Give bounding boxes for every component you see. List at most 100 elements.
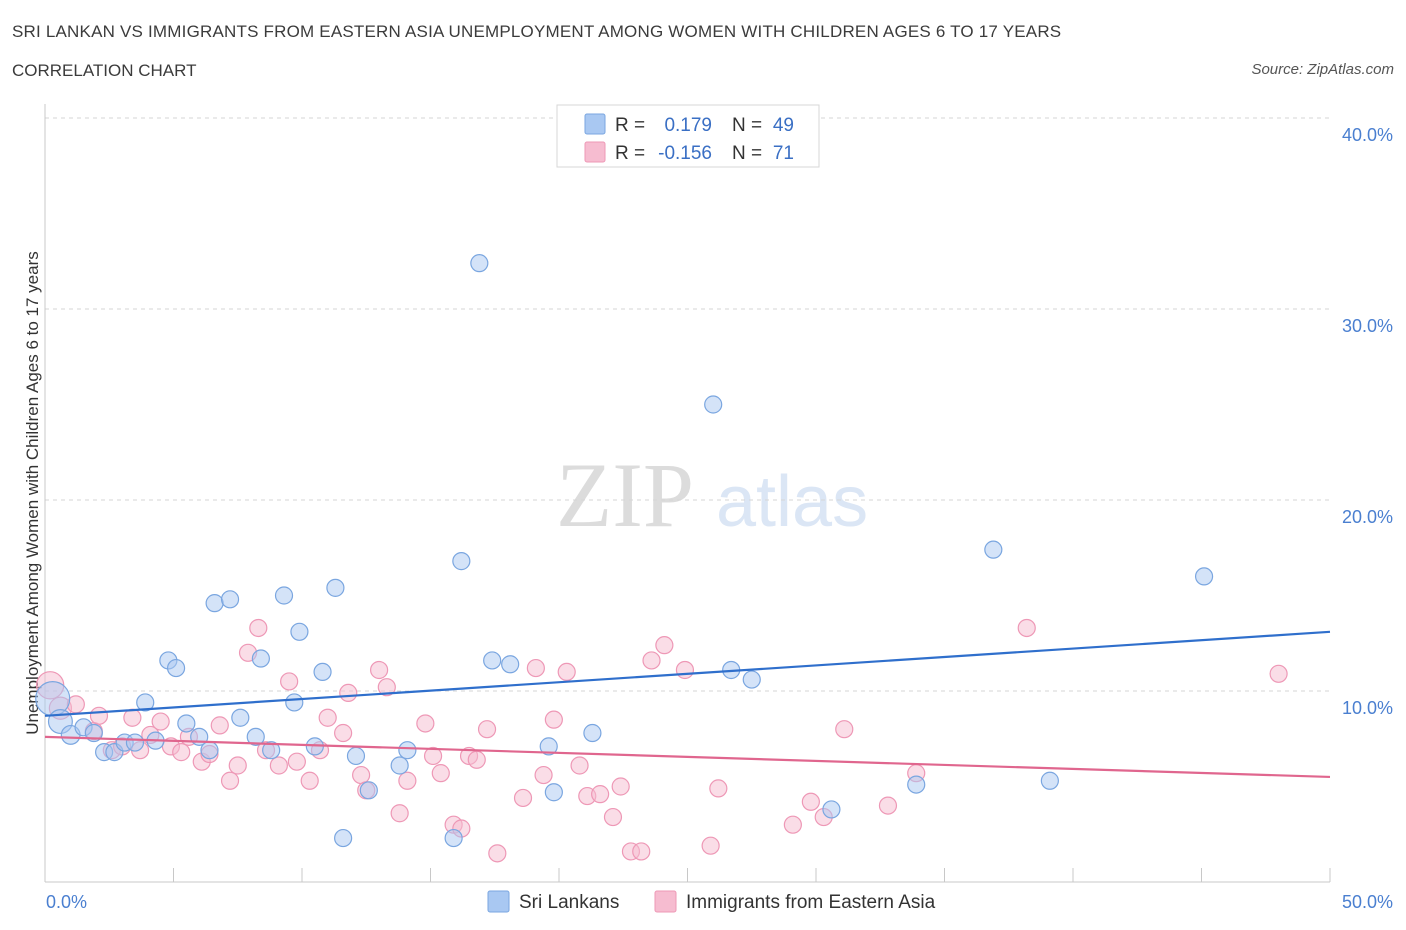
sri-lankans-point <box>984 540 1003 559</box>
eastern-asia-point <box>151 712 170 731</box>
trend-lines <box>44 630 1331 779</box>
legend-n-label: N = <box>732 143 762 164</box>
y-tick-label: 40.0% <box>1342 125 1393 145</box>
sri-lankans-point <box>483 651 502 670</box>
eastern-asia-point <box>611 777 630 796</box>
eastern-asia-point <box>431 764 450 783</box>
sri-lankans-point <box>583 723 602 743</box>
eastern-asia-point <box>783 815 802 834</box>
sri-lankans-point <box>501 655 520 674</box>
sri-lankans-point <box>822 800 841 819</box>
sri-lankans-point <box>398 741 417 760</box>
eastern-asia-point <box>709 779 728 798</box>
legend-swatch-eastern-asia <box>584 141 606 163</box>
sri-lankans-point <box>742 670 761 689</box>
series-sri-lankans-points <box>35 254 1214 848</box>
sri-lankans-point <box>125 733 145 752</box>
sri-lankans-point <box>390 756 409 775</box>
eastern-asia-point <box>352 765 371 785</box>
eastern-asia-point <box>89 706 109 725</box>
sri-lankans-point <box>246 727 265 746</box>
watermark-atlas: atlas <box>716 462 868 542</box>
eastern-asia-point <box>557 662 576 682</box>
eastern-asia-point <box>675 660 695 680</box>
sri-lankans-point <box>1194 567 1214 586</box>
eastern-asia-point <box>370 660 389 680</box>
eastern-asia-point <box>632 842 651 861</box>
eastern-asia-point <box>287 752 306 771</box>
bottom-legend-label-eastern-asia: Immigrants from Eastern Asia <box>686 892 936 913</box>
eastern-asia-point <box>570 756 589 775</box>
eastern-asia-point <box>655 636 674 655</box>
sri-lankans-point <box>177 714 196 733</box>
bottom-legend-swatch-eastern-asia <box>654 890 677 913</box>
correlation-legend: R = 0.179 N = 49 R = -0.156 N = 71 <box>556 104 820 168</box>
sri-lankans-point <box>290 622 309 641</box>
sri-lankans-point <box>251 649 270 668</box>
eastern-asia-point <box>280 672 299 691</box>
grid-lines <box>45 117 1330 692</box>
eastern-asia-point <box>526 658 545 678</box>
sri-lankans-point <box>470 254 489 273</box>
legend-r-label: R = <box>615 115 645 136</box>
sri-lankans-point <box>136 693 155 712</box>
trend-line-sri-lankans <box>44 630 1331 717</box>
sri-lankans-point <box>274 586 294 605</box>
eastern-asia-point <box>801 792 820 811</box>
chart-title: SRI LANKAN VS IMMIGRANTS FROM EASTERN AS… <box>12 22 1062 41</box>
sri-lankans-point <box>359 781 378 800</box>
sri-lankans-point <box>231 708 250 727</box>
eastern-asia-point <box>398 771 417 790</box>
eastern-asia-point <box>591 785 610 804</box>
bottom-legend-swatch-sri-lankans <box>487 890 510 913</box>
sri-lankans-point <box>220 590 240 609</box>
legend-n-label: N = <box>732 115 762 136</box>
eastern-asia-point <box>210 716 229 735</box>
eastern-asia-point <box>835 720 854 739</box>
eastern-asia-point <box>300 771 319 790</box>
sri-lankans-point <box>444 828 463 848</box>
y-tick-labels: 10.0% 20.0% 30.0% 40.0% <box>1342 125 1393 718</box>
sri-lankans-point <box>346 746 366 766</box>
eastern-asia-point <box>603 807 623 827</box>
eastern-asia-point <box>334 723 353 743</box>
x-tick-labels: 0.0% 50.0% <box>46 892 1393 912</box>
y-tick-label: 30.0% <box>1342 316 1393 336</box>
legend-r-value-eastern-asia: -0.156 <box>658 143 712 164</box>
y-tick-label: 10.0% <box>1342 698 1393 718</box>
eastern-asia-point <box>467 750 486 769</box>
eastern-asia-point <box>534 765 553 785</box>
legend-r-value-sri-lankans: 0.179 <box>664 115 712 136</box>
eastern-asia-point <box>1269 664 1288 683</box>
eastern-asia-point <box>220 771 240 790</box>
x-tick-label: 50.0% <box>1342 892 1393 912</box>
sri-lankans-point <box>200 741 219 760</box>
sri-lankans-point <box>313 662 332 682</box>
eastern-asia-point <box>339 683 358 703</box>
sri-lankans-point <box>166 658 186 678</box>
eastern-asia-point <box>416 714 435 733</box>
sri-lankans-point <box>544 783 563 802</box>
eastern-asia-point <box>172 743 191 762</box>
legend-n-value-sri-lankans: 49 <box>773 115 794 136</box>
x-tick-label: 0.0% <box>46 892 87 912</box>
source-credit: Source: ZipAtlas.com <box>1251 61 1394 78</box>
sri-lankans-point <box>205 594 224 613</box>
eastern-asia-point <box>701 836 720 855</box>
sri-lankans-point <box>334 828 353 848</box>
sri-lankans-point <box>539 737 558 756</box>
y-tick-label: 20.0% <box>1342 507 1393 527</box>
eastern-asia-point <box>423 746 443 766</box>
y-axis-label: Unemployment Among Women with Children A… <box>23 251 42 735</box>
sri-lankans-point <box>262 741 281 760</box>
watermark-zip: ZIP <box>556 444 694 546</box>
eastern-asia-point <box>544 710 563 729</box>
watermark: ZIP atlas <box>556 444 868 546</box>
eastern-asia-point <box>228 756 247 775</box>
eastern-asia-point <box>642 651 661 670</box>
eastern-asia-point <box>1017 618 1036 638</box>
eastern-asia-point <box>377 678 396 697</box>
series-legend: Sri Lankans Immigrants from Eastern Asia <box>487 890 936 913</box>
sri-lankans-point <box>285 693 304 712</box>
